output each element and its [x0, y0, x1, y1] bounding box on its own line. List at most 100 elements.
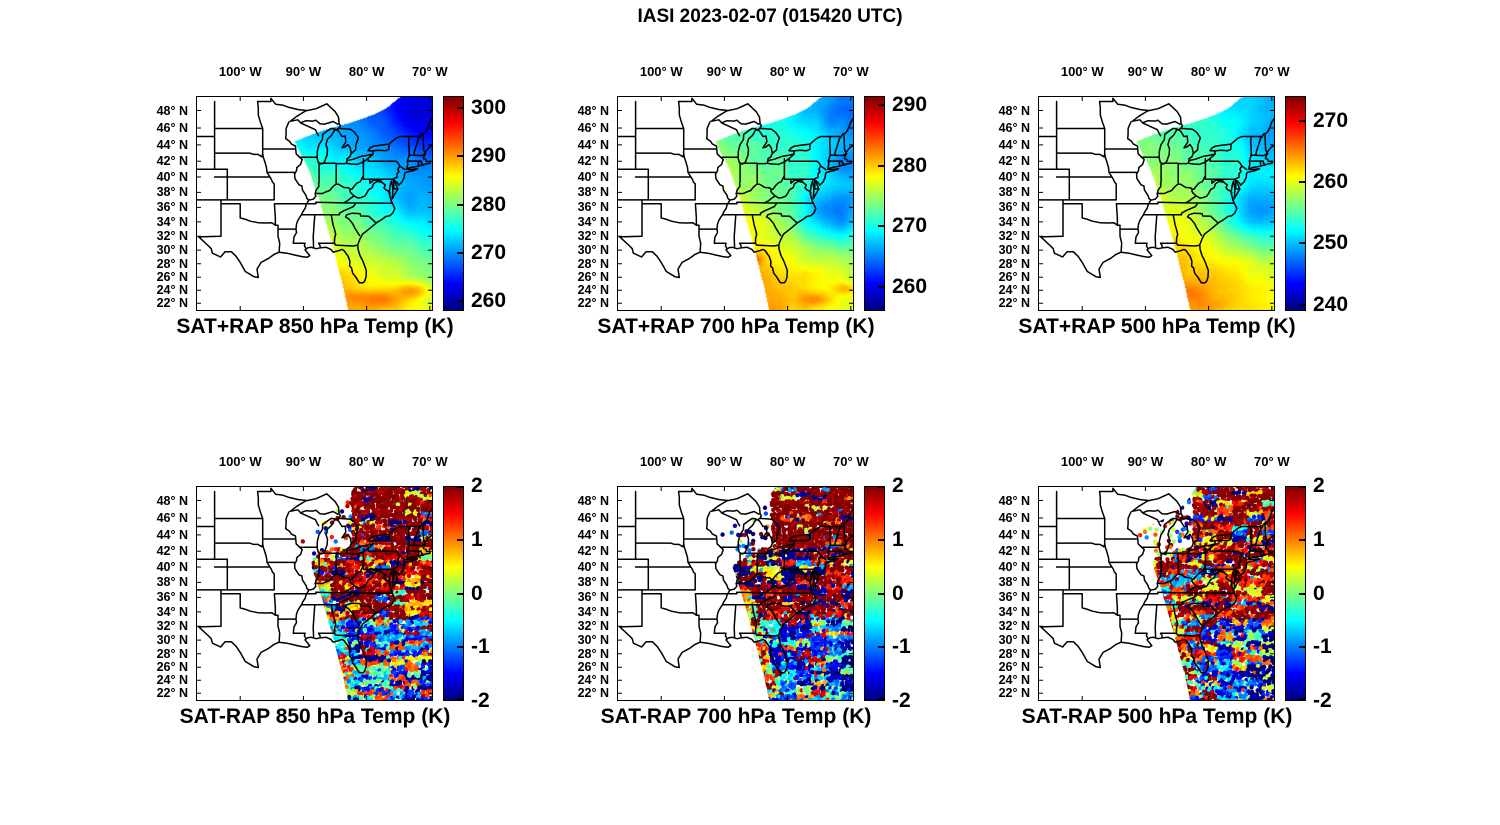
y-tick-label: 40° N	[577, 170, 609, 185]
y-tick-label: 36° N	[998, 200, 1030, 215]
x-tick-label: 100° W	[1060, 454, 1104, 469]
colorbar-tick-label: 290	[892, 93, 928, 117]
map-boundaries-svg	[617, 486, 854, 701]
map-frame	[196, 96, 433, 311]
panel-sat-minus-rap-500: SAT-RAP 500 hPa Temp (K) 100° W 90° W 80° …	[972, 446, 1364, 758]
y-tick-label: 48° N	[577, 103, 609, 118]
colorbar-tick-label: -2	[1313, 689, 1332, 712]
y-tick-label: 42° N	[156, 154, 188, 169]
colorbar-tick-label: 2	[1313, 474, 1325, 497]
y-tick-label: 32° N	[998, 229, 1030, 244]
y-tick-label: 46° N	[156, 511, 188, 525]
colorbar-tick-mark	[457, 592, 463, 595]
map-boundaries-svg	[617, 96, 854, 311]
x-tick-label: 80° W	[769, 64, 806, 79]
y-tick-label: 28° N	[156, 256, 188, 271]
y-tick-label: 32° N	[577, 229, 609, 244]
colorbar-tick-mark	[1299, 119, 1305, 122]
y-tick-label: 30° N	[998, 243, 1030, 258]
map-frame	[1038, 96, 1275, 311]
colorbar-tick-label: 280	[892, 153, 928, 177]
y-tick-label: 32° N	[156, 229, 188, 244]
y-tick-label: 26° N	[998, 270, 1030, 285]
y-tick-label: 48° N	[998, 103, 1030, 118]
y-tick-label: 30° N	[998, 633, 1030, 648]
colorbar-tick-label: -1	[1313, 635, 1332, 659]
x-tick-label: 70° W	[833, 64, 869, 79]
map-boundaries-svg	[1038, 486, 1275, 701]
panel-title: SAT-RAP 700 hPa Temp (K)	[600, 705, 872, 728]
colorbar-tick-label: 250	[1313, 231, 1349, 255]
y-tick-label: 28° N	[156, 646, 188, 661]
colorbar-tick-mark	[878, 225, 884, 228]
colorbar-tick-mark	[1299, 698, 1305, 700]
y-tick-label: 34° N	[577, 214, 609, 229]
colorbar-tick-mark	[1299, 486, 1305, 488]
colorbar-tick-label: 270	[471, 241, 507, 265]
panel-sat-plus-rap-700: SAT+RAP 700 hPa Temp (K) 100° W 90° W 80° …	[551, 56, 943, 368]
y-tick-label: 38° N	[156, 185, 188, 200]
y-tick-label: 38° N	[156, 575, 188, 590]
y-tick-label: 40° N	[998, 560, 1030, 575]
x-tick-label: 90° W	[706, 454, 743, 469]
panel-sat-plus-rap-500: SAT+RAP 500 hPa Temp (K) 100° W 90° W 80° …	[972, 56, 1364, 368]
y-tick-label: 46° N	[577, 121, 609, 135]
colorbar-tick-label: 280	[471, 192, 507, 216]
colorbar-tick-mark	[457, 538, 463, 541]
colorbar-tick-label: 2	[892, 474, 904, 497]
y-tick-label: 28° N	[577, 256, 609, 271]
colorbar-tick-mark	[1299, 242, 1305, 245]
panel-sat-minus-rap-700: SAT-RAP 700 hPa Temp (K) 100° W 90° W 80° …	[551, 446, 943, 758]
y-tick-label: 38° N	[577, 575, 609, 590]
map-boundaries-svg	[196, 486, 433, 701]
x-tick-label: 90° W	[1127, 64, 1164, 79]
y-tick-label: 46° N	[156, 121, 188, 135]
x-tick-label: 90° W	[706, 64, 743, 79]
y-tick-label: 42° N	[577, 544, 609, 559]
colorbar-tick-mark	[878, 164, 884, 167]
y-tick-label: 24° N	[156, 283, 188, 298]
x-tick-label: 80° W	[348, 454, 385, 469]
y-tick-label: 22° N	[156, 686, 188, 701]
y-tick-label: 26° N	[998, 660, 1030, 675]
y-tick-label: 48° N	[577, 493, 609, 508]
y-tick-label: 26° N	[577, 270, 609, 285]
colorbar-tick-mark	[457, 698, 463, 700]
x-tick-label: 90° W	[1127, 454, 1164, 469]
x-tick-label: 80° W	[348, 64, 385, 79]
panel-title: SAT-RAP 850 hPa Temp (K)	[179, 705, 451, 728]
colorbar-tick-mark	[457, 107, 463, 110]
y-tick-label: 46° N	[577, 511, 609, 525]
colorbar	[443, 96, 464, 311]
y-tick-label: 40° N	[156, 170, 188, 185]
y-tick-label: 48° N	[156, 493, 188, 508]
colorbar-tick-label: -2	[892, 689, 911, 712]
x-tick-label: 80° W	[769, 454, 806, 469]
y-tick-label: 48° N	[156, 103, 188, 118]
y-tick-label: 42° N	[998, 544, 1030, 559]
panel-sat-plus-rap-850: SAT+RAP 850 hPa Temp (K) 100° W 90° W 80° …	[130, 56, 522, 368]
y-tick-label: 24° N	[998, 283, 1030, 298]
colorbar-tick-label: 2	[471, 474, 483, 497]
colorbar-tick-mark	[457, 486, 463, 488]
y-tick-label: 36° N	[577, 590, 609, 605]
y-tick-label: 40° N	[577, 560, 609, 575]
colorbar-tick-label: 240	[1313, 292, 1349, 316]
map-boundaries-svg	[1038, 96, 1275, 311]
colorbar-tick-mark	[1299, 592, 1305, 595]
y-tick-label: 32° N	[577, 619, 609, 634]
colorbar-tick-label: -1	[892, 635, 911, 659]
colorbar-tick-label: 1	[471, 527, 483, 551]
colorbar-tick-mark	[878, 698, 884, 700]
y-tick-label: 24° N	[577, 283, 609, 298]
colorbar-tick-mark	[878, 104, 884, 107]
colorbar-tick-label: 0	[892, 581, 904, 605]
colorbar-tick-mark	[457, 252, 463, 255]
colorbar-tick-label: 1	[892, 527, 904, 551]
y-tick-label: 40° N	[998, 170, 1030, 185]
colorbar-tick-label: 260	[471, 289, 507, 313]
panel-title: SAT+RAP 500 hPa Temp (K)	[1018, 315, 1296, 338]
y-tick-label: 36° N	[577, 200, 609, 215]
y-tick-label: 34° N	[998, 604, 1030, 619]
